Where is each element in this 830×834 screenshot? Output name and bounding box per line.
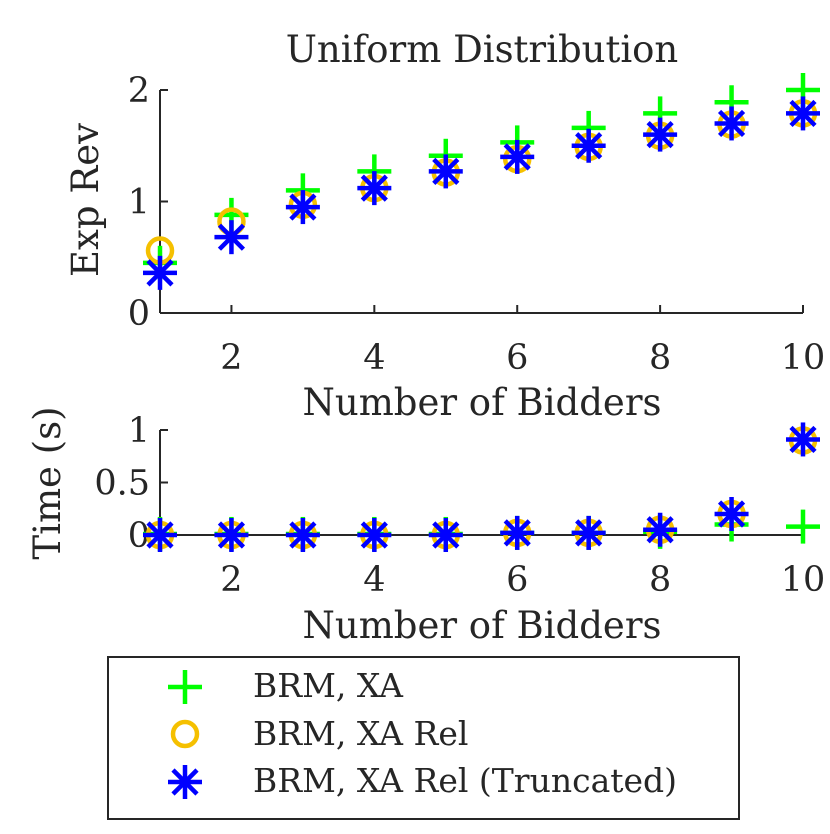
top-plot-title: Uniform Distribution xyxy=(286,28,679,71)
top-plot-x-tick-label: 6 xyxy=(506,338,528,378)
bottom-plot-series-brm-xa-rel-truncated-point xyxy=(357,518,392,552)
bottom-plot-series-brm-xa-rel-truncated-point xyxy=(786,422,820,457)
top-plot-y-label: Exp Rev xyxy=(64,123,107,277)
bottom-plot-series-brm-xa-rel-truncated-point xyxy=(428,518,463,552)
legend: BRM, XA BRM, XA Rel BRM, XA Rel (Truncat… xyxy=(107,656,740,820)
top-plot-series-brm-xa-rel-truncated-point xyxy=(571,128,606,163)
top-plot-series-brm-xa-rel-truncated-point xyxy=(643,117,678,152)
bottom-plot-y-tick-label: 0.5 xyxy=(94,464,150,504)
top-plot-y-tick-label: 0 xyxy=(128,294,150,334)
top-plot-series-brm-xa-rel-truncated-point xyxy=(786,96,820,131)
legend-markers xyxy=(168,670,202,799)
top-plot-series-brm-xa-rel-truncated-point xyxy=(143,255,177,290)
bottom-plot-y-tick-label: 1 xyxy=(128,411,150,451)
legend-label-brm-xa-rel: BRM, XA Rel xyxy=(253,714,468,753)
bottom-plot-x-tick-label: 4 xyxy=(363,560,385,600)
bottom-plot-y-label: Time (s) xyxy=(26,406,69,559)
top-plot-x-label: Number of Bidders xyxy=(302,381,661,424)
bottom-plot-x-label: Number of Bidders xyxy=(302,604,661,647)
top-plot-y-tick-label: 2 xyxy=(128,71,150,111)
top-plot-series-brm-xa-rel-truncated-point xyxy=(357,171,392,206)
top-plot-series-brm-xa-rel-truncated-point xyxy=(214,220,249,255)
top-plot-series-brm-xa-rel-truncated-point xyxy=(714,106,749,141)
legend-label-brm-xa: BRM, XA xyxy=(253,666,404,705)
legend-marker-plus xyxy=(168,670,202,704)
top-plot: Uniform Distribution Exp Rev Number of B… xyxy=(64,28,825,424)
top-plot-series-brm-xa-rel-truncated-point xyxy=(285,190,320,225)
top-plot-series-brm-xa-rel-truncated-point xyxy=(428,154,463,189)
top-plot-ticks: 2 4 6 8 10 0 1 2 xyxy=(128,71,826,378)
bottom-plot-series-brm-xa-point xyxy=(786,509,820,544)
legend-marker-circle xyxy=(170,719,200,749)
bottom-plot-x-tick-label: 10 xyxy=(781,560,826,600)
bottom-plot-marks xyxy=(143,422,820,552)
bottom-plot-y-tick-label: 0 xyxy=(128,516,150,556)
bottom-plot-x-tick-label: 8 xyxy=(649,560,671,600)
bottom-plot-series-brm-xa-rel-truncated-point xyxy=(571,515,606,550)
legend-marker-asterisk xyxy=(168,765,202,799)
bottom-plot-x-tick-label: 6 xyxy=(506,560,528,600)
bottom-plot: Time (s) Number of Bidders 2 4 6 8 10 0 0.5 1 xyxy=(26,406,825,647)
top-plot-marks xyxy=(143,73,820,290)
bottom-plot-x-tick-label: 2 xyxy=(220,560,242,600)
bottom-plot-series-brm-xa-rel-truncated-point xyxy=(143,518,177,552)
top-plot-x-tick-label: 4 xyxy=(363,338,385,378)
bottom-plot-series-brm-xa-rel-truncated-point xyxy=(714,497,749,531)
top-plot-axes xyxy=(159,90,803,314)
bottom-plot-series-brm-xa-rel-truncated-point xyxy=(500,515,535,550)
top-plot-series-brm-xa-rel-truncated-point xyxy=(500,139,535,174)
bottom-plot-series-brm-xa-rel-truncated-point xyxy=(214,518,249,552)
legend-label-brm-xa-rel-truncated: BRM, XA Rel (Truncated) xyxy=(253,761,677,800)
bottom-plot-axes xyxy=(159,430,803,536)
legend-box xyxy=(107,656,740,820)
top-plot-x-tick-label: 10 xyxy=(781,338,826,378)
bottom-plot-series-brm-xa-rel-truncated-point xyxy=(285,518,320,552)
bottom-plot-ticks: 2 4 6 8 10 0 0.5 1 xyxy=(94,411,825,600)
top-plot-x-tick-label: 2 xyxy=(220,338,242,378)
top-plot-y-tick-label: 1 xyxy=(128,183,150,223)
top-plot-x-tick-label: 8 xyxy=(649,338,671,378)
bottom-plot-series-brm-xa-rel-truncated-point xyxy=(643,512,678,547)
